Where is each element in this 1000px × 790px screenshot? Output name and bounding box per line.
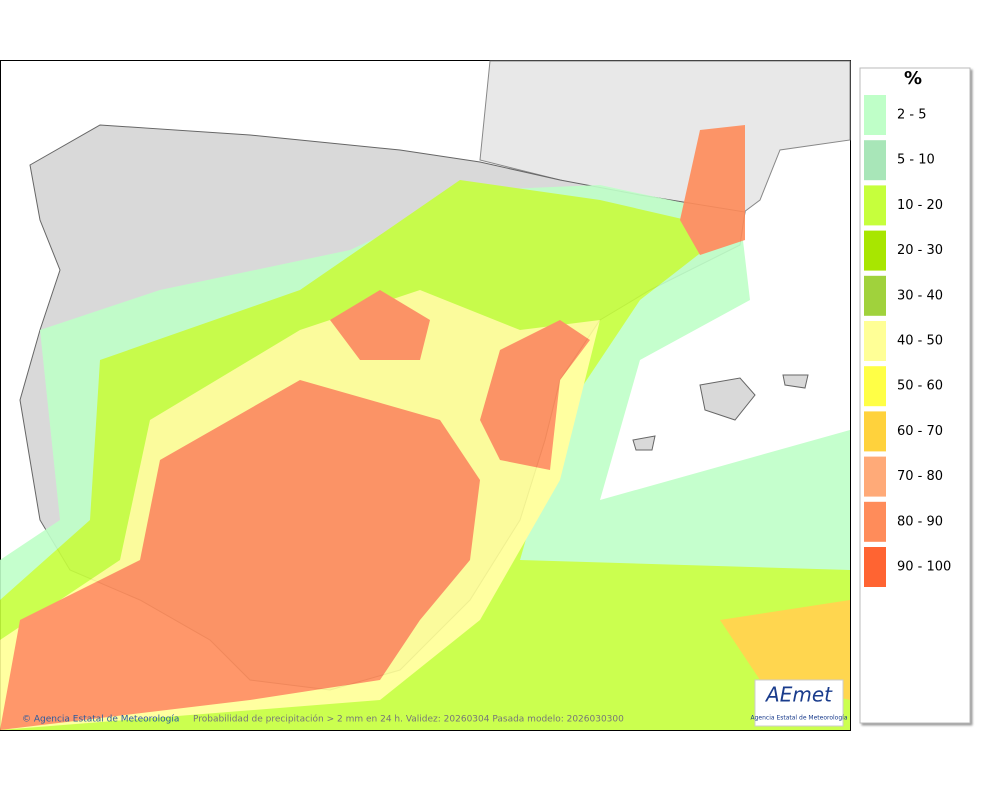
france — [479, 60, 851, 216]
legend-label: 5 - 10 — [897, 153, 935, 168]
legend-label: 40 - 50 — [897, 334, 943, 349]
legend-label: 10 - 20 — [897, 198, 943, 213]
ibiza — [632, 435, 656, 451]
legend-label: 20 - 30 — [897, 243, 943, 258]
logo-name: AEmet — [764, 683, 833, 707]
legend-title: % — [904, 68, 922, 89]
caption: Probabilidad de precipitación > 2 mm en … — [193, 714, 624, 725]
legend-swatch — [864, 501, 886, 542]
credit: © Agencia Estatal de Meteorología — [22, 715, 179, 725]
logo-subtitle: Agencia Estatal de Meteorología — [751, 715, 848, 722]
legend-swatch — [864, 185, 886, 226]
legend-label: 50 - 60 — [897, 379, 943, 394]
legend: % 2 - 5 5 - 10 10 - 20 20 - 30 30 - 40 40 - 5… — [859, 67, 971, 724]
legend-label: 90 - 100 — [897, 560, 951, 575]
legend-swatch — [864, 456, 886, 497]
legend-swatch — [864, 230, 886, 271]
legend-swatch — [864, 95, 886, 135]
legend-swatch — [864, 140, 886, 181]
legend-swatch — [864, 275, 886, 316]
legend-label: 70 - 80 — [897, 469, 943, 484]
legend-swatch — [864, 321, 886, 361]
menorca — [782, 374, 809, 389]
legend-swatch — [864, 547, 886, 587]
legend-label: 2 - 5 — [897, 108, 927, 123]
legend-label: 60 - 70 — [897, 424, 943, 439]
mallorca — [699, 377, 756, 421]
legend-swatch — [864, 366, 886, 407]
logo-box — [754, 679, 844, 727]
legend-label: 30 - 40 — [897, 288, 943, 303]
legend-swatch — [864, 411, 886, 452]
logo: AEmet Agencia Estatal de Meteorología — [751, 679, 848, 727]
legend-label: 80 - 90 — [897, 514, 943, 529]
probability-field — [0, 125, 850, 730]
